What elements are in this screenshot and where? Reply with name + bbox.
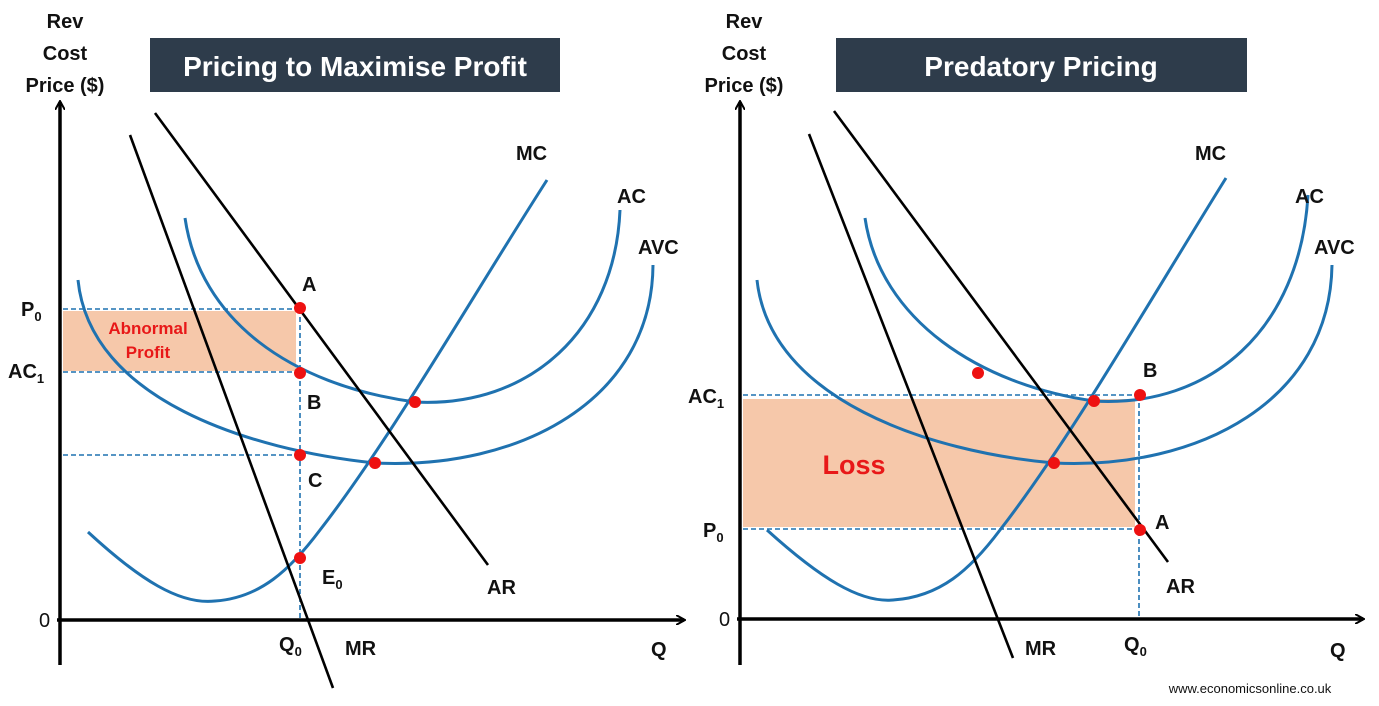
right-label-ac: AC: [1295, 186, 1324, 208]
left-x-label: Q: [651, 639, 667, 661]
right-y-label-price: Price ($): [705, 75, 784, 97]
left-ar-line: [153, 112, 490, 566]
left-mc-curve: [86, 179, 549, 603]
loss-label: Loss: [822, 450, 885, 480]
right-label-mc: MC: [1195, 143, 1226, 165]
left-tick-q0: Q0: [279, 634, 302, 659]
right-point-a: [1134, 524, 1146, 536]
abnormal-profit-label-1: Abnormal: [108, 319, 187, 338]
left-ac-curve: [183, 209, 622, 404]
left-label-ar: AR: [487, 577, 516, 599]
left-origin: 0: [39, 610, 50, 632]
left-panel: Pricing to Maximise Profit Rev Cost Pric…: [8, 11, 684, 689]
left-label-mr: MR: [345, 638, 377, 660]
right-origin: 0: [719, 609, 730, 631]
right-tick-q0: Q0: [1124, 634, 1147, 659]
left-label-a: A: [302, 274, 316, 296]
left-tick-ac1: AC1: [8, 361, 44, 386]
right-label-mr: MR: [1025, 638, 1057, 660]
right-ar-line: [832, 110, 1170, 563]
left-label-b: B: [307, 392, 321, 414]
right-label-b: B: [1143, 360, 1157, 382]
left-point-e0: [294, 552, 306, 564]
left-mr-line: [128, 134, 335, 689]
left-point-a: [294, 302, 306, 314]
left-label-mc: MC: [516, 143, 547, 165]
left-point-b: [294, 367, 306, 379]
right-x-label: Q: [1330, 640, 1346, 662]
left-label-ac: AC: [617, 186, 646, 208]
left-point-mc-ac: [409, 396, 421, 408]
left-label-e0: E0: [322, 567, 343, 592]
right-label-a: A: [1155, 512, 1169, 534]
right-mc-curve: [765, 177, 1228, 602]
right-y-label-cost: Cost: [722, 43, 767, 65]
right-point-mc-avc: [1048, 457, 1060, 469]
left-title: Pricing to Maximise Profit: [183, 51, 527, 82]
right-title: Predatory Pricing: [924, 51, 1157, 82]
left-label-c: C: [308, 470, 322, 492]
left-label-avc: AVC: [638, 237, 679, 259]
right-label-ar: AR: [1166, 576, 1195, 598]
right-dashed-guides: [743, 394, 1140, 620]
right-y-label-rev: Rev: [726, 11, 764, 33]
right-panel: Predatory Pricing Rev Cost Price ($) Los…: [688, 11, 1363, 665]
right-mr-line: [807, 133, 1015, 659]
right-tick-ac1: AC1: [688, 386, 724, 411]
right-label-avc: AVC: [1314, 237, 1355, 259]
right-title-box: [836, 38, 1247, 92]
left-y-label-price: Price ($): [26, 75, 105, 97]
left-y-label-cost: Cost: [43, 43, 88, 65]
right-point-ac: [972, 367, 984, 379]
right-ac-curve: [863, 194, 1310, 403]
footer-url: www.economicsonline.co.uk: [1168, 681, 1332, 696]
right-point-b: [1134, 389, 1146, 401]
right-tick-p0: P0: [703, 520, 724, 545]
abnormal-profit-label-2: Profit: [126, 343, 171, 362]
left-point-c: [294, 449, 306, 461]
right-point-mc-ac: [1088, 395, 1100, 407]
left-point-mc-avc: [369, 457, 381, 469]
left-y-label-rev: Rev: [47, 11, 85, 33]
left-title-box: [150, 38, 560, 92]
left-tick-p0: P0: [21, 299, 42, 324]
